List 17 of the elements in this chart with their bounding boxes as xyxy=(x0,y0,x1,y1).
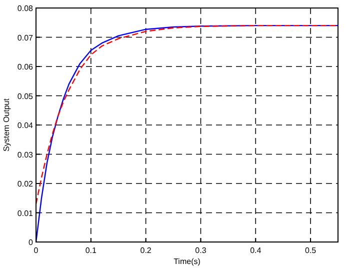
y-tick-label: 0.04 xyxy=(17,121,34,130)
y-tick-label: 0.05 xyxy=(17,92,34,101)
y-tick-label: 0 xyxy=(28,238,34,247)
y-tick-label: 0.01 xyxy=(17,208,34,218)
y-tick-label: 0.02 xyxy=(17,180,34,188)
y-tick-label: 0.06 xyxy=(17,62,34,72)
x-tick-label: 0.3 xyxy=(195,246,207,255)
y-tick-label: 0.07 xyxy=(17,33,34,42)
y-axis-title: System Output xyxy=(2,98,11,152)
x-tick-label: 0.4 xyxy=(250,246,262,255)
y-tick-label: 0.03 xyxy=(17,150,34,160)
x-tick-label: 0.1 xyxy=(85,246,98,255)
x-tick-label: 0.5 xyxy=(304,246,317,255)
line-series xyxy=(35,24,339,243)
x-tick-label: 0.2 xyxy=(140,246,152,255)
x-axis-title: Time(s) xyxy=(174,257,201,266)
y-tick-label: 0.08 xyxy=(17,4,34,13)
